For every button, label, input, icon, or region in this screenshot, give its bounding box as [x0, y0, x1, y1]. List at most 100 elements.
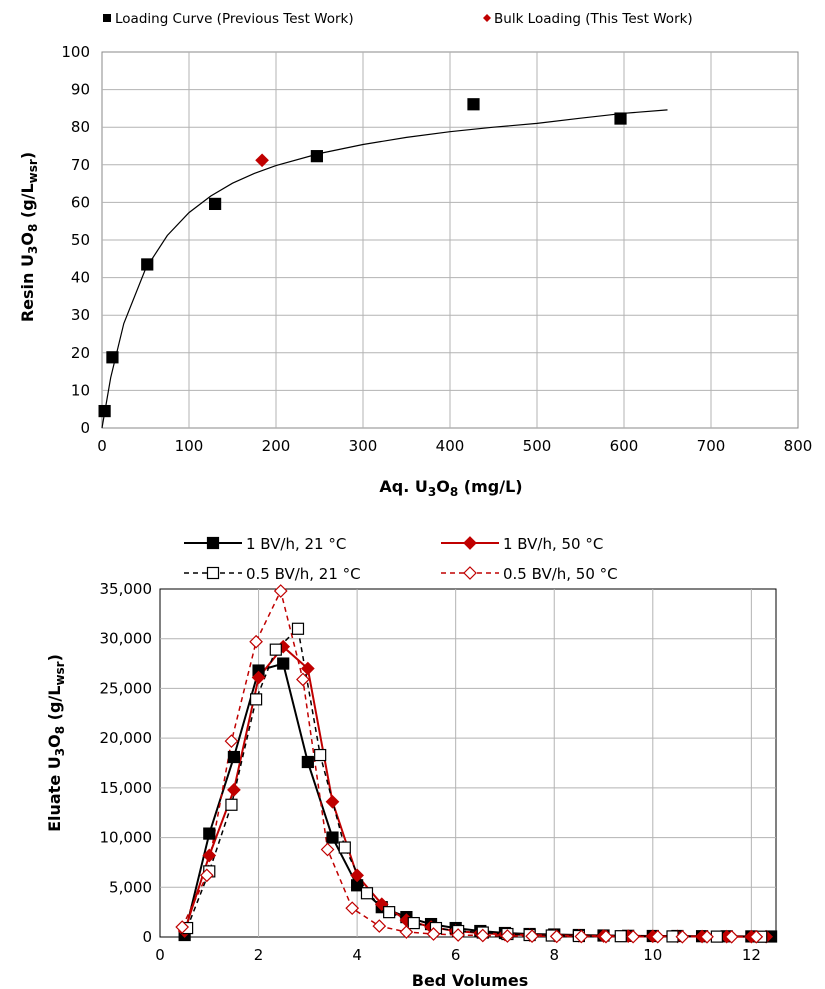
loading-x-axis-title: Aq. U3O8 (mg/L)	[379, 477, 522, 499]
elution-series-point	[314, 748, 327, 762]
elution-series-point	[475, 928, 490, 943]
loading-y-tick-label: 30	[71, 306, 90, 324]
elution-y-tick-label: 35,000	[100, 580, 153, 598]
elution-series-point	[650, 929, 665, 944]
elution-series-point	[277, 657, 290, 670]
elution-y-tick-label: 5,000	[109, 878, 152, 896]
elution-x-tick-label: 0	[155, 946, 165, 964]
elution-plot-frame	[159, 588, 777, 938]
elution-series-point	[326, 831, 339, 844]
elution-series-point	[300, 661, 315, 676]
elution-series-point	[345, 901, 360, 916]
elution-x-tick-label: 8	[549, 946, 559, 964]
elution-legend: 1 BV/h, 21 °C 1 BV/h, 50 °C 0.5 BV/h, 21 °…	[184, 535, 618, 583]
elution-series-point	[372, 919, 387, 933]
elution-series-point	[251, 670, 266, 685]
legend-label-loading-curve: Loading Curve (Previous Test Work)	[115, 11, 354, 27]
elution-x-tick-label: 4	[352, 946, 362, 964]
elution-series-point	[574, 929, 589, 944]
loading-y-axis-title: Resin U3O8 (g/Lwsr)	[18, 152, 40, 322]
loading-y-tick-label: 60	[71, 193, 90, 211]
elution-series-point	[350, 868, 364, 883]
elution-series-point	[360, 887, 374, 900]
elution-series-point	[301, 755, 314, 769]
elution-y-tick-label: 10,000	[100, 829, 153, 847]
elution-series-point	[383, 906, 396, 919]
elution-series-point	[225, 798, 238, 811]
loading-curve-point	[310, 150, 323, 163]
elution-series-point	[320, 842, 335, 857]
loading-x-tick-label: 0	[97, 437, 107, 455]
elution-series-point	[249, 693, 263, 706]
loading-x-tick-label: 300	[349, 437, 378, 455]
legend-label: 1 BV/h, 21 °C	[246, 535, 346, 553]
loading-x-tick-label: 100	[175, 437, 204, 455]
elution-series-point	[626, 929, 640, 944]
elution-x-tick-label: 12	[742, 946, 761, 964]
elution-y-axis-title: Eluate U3O8 (g/Lwsr)	[45, 654, 67, 832]
loading-y-tick-label: 10	[71, 381, 90, 399]
elution-series-point	[407, 916, 420, 930]
loading-y-tick-label: 50	[71, 231, 90, 249]
loading-x-tick-label: 200	[262, 437, 291, 455]
elution-series-point	[374, 897, 389, 912]
elution-series-point	[426, 927, 441, 941]
loading-curve-point	[106, 351, 119, 364]
elution-series-point	[549, 929, 564, 944]
elution-series-point	[338, 841, 351, 854]
loading-curve-point	[141, 258, 154, 271]
elution-y-tick-label: 20,000	[100, 729, 153, 747]
loading-curve-point	[209, 197, 222, 211]
elution-chart: 1 BV/h, 21 °C 1 BV/h, 50 °C 0.5 BV/h, 21 °…	[45, 535, 778, 989]
elution-series-point	[325, 794, 340, 809]
elution-series-point	[269, 643, 282, 656]
elution-x-tick-label: 6	[451, 946, 461, 964]
loading-x-tick-label: 800	[784, 437, 813, 455]
legend-marker-loading-curve	[103, 14, 111, 22]
legend-marker-bulk-loading	[483, 14, 491, 22]
legend-label: 1 BV/h, 50 °C	[503, 535, 603, 553]
elution-y-tick-label: 15,000	[100, 779, 153, 797]
elution-y-tick-label: 30,000	[100, 630, 153, 648]
loading-y-tick-label: 0	[80, 419, 90, 437]
elution-series-point	[291, 622, 305, 635]
elution-series-point	[399, 925, 414, 939]
loading-curve-point	[98, 404, 111, 418]
legend-marker	[206, 566, 220, 580]
elution-x-axis-title: Bed Volumes	[412, 971, 529, 989]
loading-y-tick-label: 80	[71, 118, 90, 136]
elution-series-point	[675, 929, 690, 944]
elution-series-point	[700, 929, 714, 944]
loading-x-tick-label: 400	[436, 437, 465, 455]
elution-series-point	[525, 929, 539, 944]
legend-marker	[463, 536, 477, 550]
bulk-loading-point	[255, 153, 269, 168]
loading-legend: Loading Curve (Previous Test Work) Bulk …	[103, 11, 693, 27]
loading-chart: Loading Curve (Previous Test Work) Bulk …	[18, 11, 812, 499]
elution-x-tick-label: 2	[254, 946, 264, 964]
elution-series-point	[451, 928, 465, 942]
elution-series-point	[500, 929, 515, 943]
loading-y-tick-label: 20	[71, 344, 90, 362]
legend-label: 0.5 BV/h, 50 °C	[503, 565, 618, 583]
elution-y-tick-label: 25,000	[100, 679, 153, 697]
elution-series-point	[199, 868, 214, 883]
legend-marker	[206, 536, 220, 550]
loading-curve-point	[614, 112, 627, 125]
elution-series-point	[273, 584, 288, 598]
elution-series-point	[296, 672, 310, 687]
elution-series-point	[202, 848, 217, 863]
loading-y-tick-label: 100	[61, 43, 90, 61]
loading-x-tick-label: 700	[697, 437, 726, 455]
loading-y-tick-label: 40	[71, 269, 90, 287]
legend-label: 0.5 BV/h, 21 °C	[246, 565, 361, 583]
elution-series-point	[614, 930, 627, 943]
elution-series-point	[203, 827, 216, 840]
elution-series-point	[249, 634, 263, 649]
elution-series-point	[227, 782, 241, 797]
elution-series-point	[175, 920, 190, 934]
elution-series-point	[224, 734, 239, 748]
elution-series-point	[724, 929, 739, 944]
loading-x-tick-label: 600	[610, 437, 639, 455]
